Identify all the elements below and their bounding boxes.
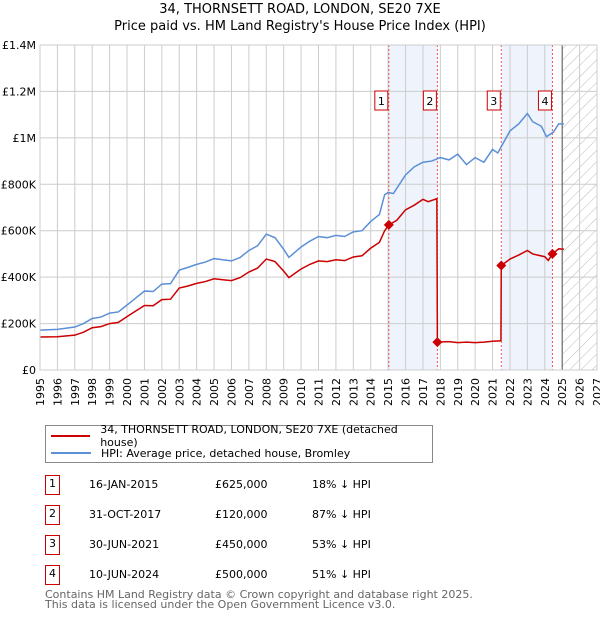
sale-number: 3 — [45, 535, 60, 555]
footer-line: Contains HM Land Registry data © Crown c… — [45, 588, 473, 601]
x-tick-label: 2019 — [452, 378, 465, 406]
y-tick-label: £600K — [1, 225, 37, 238]
legend-item-hpi: HPI: Average price, detached house, Brom… — [51, 445, 350, 461]
price-paid-line — [39, 197, 564, 344]
sale-marker-box — [537, 90, 552, 111]
y-tick-label: £1M — [13, 132, 37, 145]
x-tick-label: 2017 — [417, 378, 430, 406]
sale-price: £120,000 — [215, 508, 268, 521]
y-tick-label: £0 — [22, 364, 36, 377]
x-tick-label: 2008 — [260, 378, 273, 406]
sale-price: £450,000 — [215, 538, 268, 551]
price-chart: 1995 1996 1997 1998 1999 2000 2001 2002 2003 2004… — [1, 39, 600, 406]
y-tick-label: £800K — [1, 178, 37, 191]
x-tick-label: 2021 — [487, 378, 500, 406]
sale-marker-box — [374, 90, 389, 111]
sale-marker-label: 4 — [541, 95, 548, 108]
x-tick-label: 1999 — [104, 378, 117, 406]
x-tick-label: 1997 — [69, 378, 82, 406]
chart-title: 34, THORNSETT ROAD, LONDON, SE20 7XE — [159, 2, 441, 17]
hpi-line — [39, 112, 564, 331]
sale-point — [496, 260, 507, 271]
x-tick-label: 2006 — [225, 378, 238, 406]
sale-hpi-diff: 18% ↓ HPI — [312, 478, 371, 491]
sale-marker-box — [422, 90, 437, 111]
sale-price: £500,000 — [215, 568, 268, 581]
legend-swatch — [51, 435, 91, 437]
x-tick-label: 2007 — [243, 378, 256, 406]
legend: 34, THORNSETT ROAD, LONDON, SE20 7XE (de… — [45, 423, 433, 463]
x-tick-label: 2009 — [278, 378, 291, 406]
x-tick-label: 2018 — [434, 378, 447, 406]
x-tick-label: 2002 — [156, 378, 169, 406]
x-tick-label: 2000 — [121, 378, 134, 406]
sale-price: £625,000 — [215, 478, 268, 491]
x-tick-label: 2005 — [208, 378, 221, 406]
x-tick-label: 2027 — [591, 378, 600, 406]
sale-date: 30-JUN-2021 — [89, 538, 160, 551]
x-tick-label: 2023 — [521, 378, 534, 406]
footer: Contains HM Land Registry data © Crown c… — [45, 588, 473, 611]
x-tick-label: 2014 — [365, 378, 378, 406]
sale-marker-box — [486, 90, 501, 111]
x-tick-label: 2013 — [347, 378, 360, 406]
sale-number: 2 — [45, 505, 60, 525]
sale-date: 31-OCT-2017 — [89, 508, 162, 521]
sale-number: 1 — [45, 475, 60, 495]
y-tick-label: £1.2M — [2, 85, 36, 98]
x-tick-label: 2004 — [191, 378, 204, 406]
legend-label: HPI: Average price, detached house, Brom… — [101, 446, 351, 460]
sale-date: 16-JAN-2015 — [89, 478, 159, 491]
sale-hpi-diff: 53% ↓ HPI — [312, 538, 371, 551]
x-tick-label: 2003 — [173, 378, 186, 406]
legend-item-price: 34, THORNSETT ROAD, LONDON, SE20 7XE (de… — [51, 423, 432, 449]
x-tick-label: 2024 — [539, 378, 552, 406]
sale-marker-label: 1 — [378, 95, 385, 108]
x-tick-label: 2022 — [504, 378, 517, 406]
legend-label: 34, THORNSETT ROAD, LONDON, SE20 7XE (de… — [100, 423, 398, 449]
y-tick-label: £400K — [1, 271, 37, 284]
sale-hpi-diff: 51% ↓ HPI — [312, 568, 371, 581]
sale-point — [432, 337, 443, 348]
x-tick-label: 2025 — [556, 378, 569, 406]
x-tick-label: 1996 — [51, 378, 64, 406]
y-tick-label: £1.4M — [2, 39, 36, 52]
plot-frame — [39, 44, 598, 371]
x-tick-label: 2010 — [295, 378, 308, 406]
x-tick-label: 2001 — [138, 378, 151, 406]
x-tick-label: 2020 — [469, 378, 482, 406]
sale-marker-label: 3 — [490, 95, 497, 108]
legend-swatch — [51, 452, 91, 454]
chart-subtitle: Price paid vs. HM Land Registry's House … — [114, 19, 486, 34]
x-tick-label: 1995 — [34, 378, 47, 406]
x-tick-label: 2015 — [382, 378, 395, 406]
sale-point — [383, 219, 394, 230]
sale-number: 4 — [45, 565, 60, 585]
x-tick-label: 2011 — [313, 378, 326, 406]
x-tick-label: 2012 — [330, 378, 343, 406]
x-tick-label: 2026 — [574, 378, 587, 406]
x-tick-label: 1998 — [86, 378, 99, 406]
sale-hpi-diff: 87% ↓ HPI — [312, 508, 371, 521]
footer-line: This data is licensed under the Open Gov… — [45, 598, 396, 611]
x-tick-label: 2016 — [400, 378, 413, 406]
sale-point — [547, 248, 558, 259]
sale-date: 10-JUN-2024 — [89, 568, 160, 581]
y-tick-label: £200K — [1, 318, 37, 331]
sale-marker-label: 2 — [426, 95, 433, 108]
